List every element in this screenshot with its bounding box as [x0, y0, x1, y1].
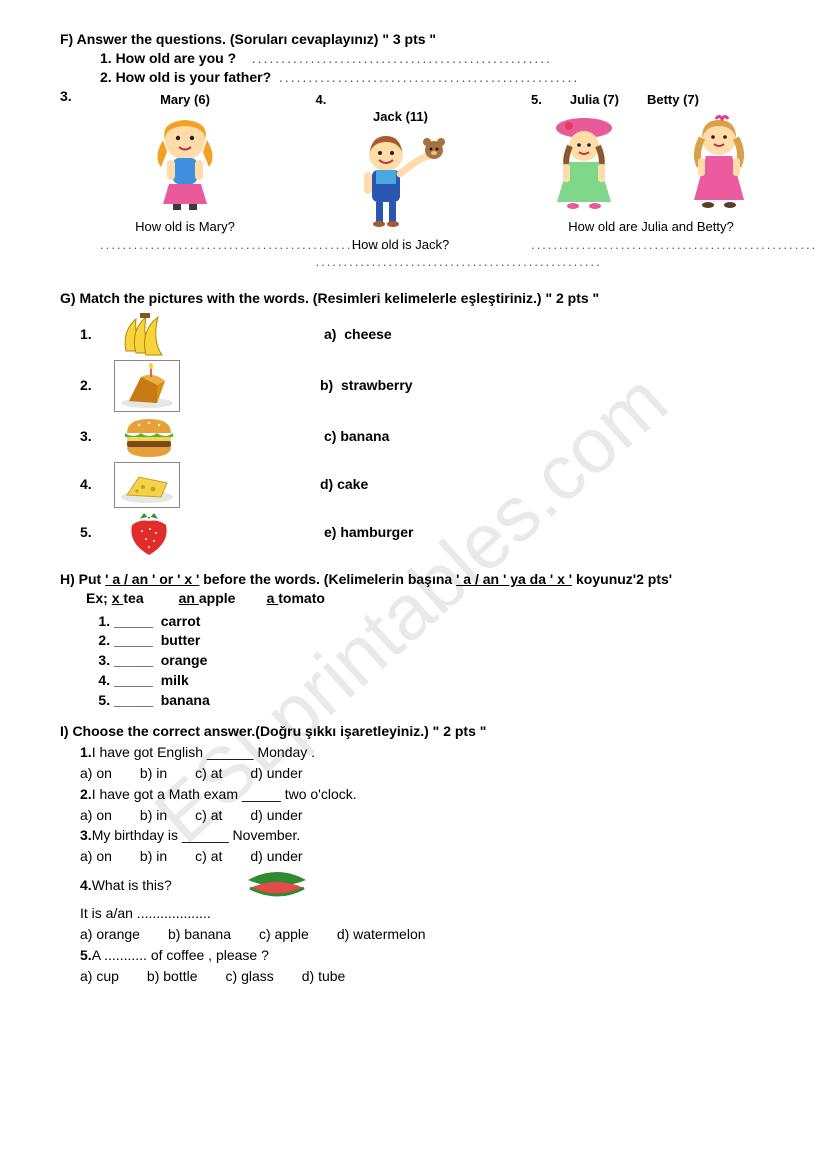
match-row-1: 1. a) cheese [80, 312, 771, 358]
f-num-4: 4. [316, 91, 327, 109]
section-h-heading: H) Put ' a / an ' or ' x ' before the wo… [60, 570, 771, 589]
mary-answer-line[interactable]: ........................................… [100, 236, 270, 254]
h-example: Ex; x tea an apple a tomato [86, 589, 771, 608]
match-row-5: 5. e) hamburger [80, 510, 771, 556]
i-q3: 3.My birthday is ______ November. [80, 826, 771, 845]
julia-label: Julia (7) [570, 91, 619, 109]
section-i: I) Choose the correct answer.(Doğru şıkk… [60, 722, 771, 986]
mary-icon [145, 112, 225, 212]
f-num-3: 3. [60, 87, 100, 106]
g-opt-a: a) cheese [324, 325, 392, 344]
mary-label: Mary (6) [100, 91, 270, 109]
i-q4: 4.What is this? [80, 868, 771, 902]
section-g-heading: G) Match the pictures with the words. (R… [60, 289, 771, 308]
section-i-heading: I) Choose the correct answer.(Doğru şıkk… [60, 722, 771, 741]
f-q2: 2. How old is your father? .............… [100, 68, 771, 87]
g-num-1: 1. [80, 325, 114, 344]
julia-icon [539, 112, 629, 212]
section-f-heading: F) Answer the questions. (Soruları cevap… [60, 30, 771, 49]
cheese-icon [114, 462, 180, 508]
mary-question: How old is Mary? [100, 218, 270, 236]
h-word-3[interactable]: _____ orange [114, 651, 771, 670]
banana-icon [114, 312, 184, 358]
jack-label: Jack (11) [316, 108, 486, 126]
i-q4-sub: It is a/an ................... [80, 904, 771, 923]
h-word-4[interactable]: _____ milk [114, 671, 771, 690]
char-jack: 4. Jack (11) [316, 91, 486, 271]
hamburger-icon [114, 414, 184, 460]
i-q5-opts[interactable]: a) cupb) bottlec) glassd) tube [80, 967, 771, 986]
g-num-5: 5. [80, 523, 114, 542]
section-h: H) Put ' a / an ' or ' x ' before the wo… [60, 570, 771, 710]
char-mary: Mary (6) [100, 91, 270, 271]
h-word-5[interactable]: _____ banana [114, 691, 771, 710]
char-julia-betty: 5. Julia (7) Betty (7) [531, 91, 771, 271]
jack-icon [346, 130, 456, 230]
match-row-3: 3. c) banana [80, 414, 771, 460]
g-opt-d: d) cake [320, 475, 368, 494]
match-row-4: 4. d) cake [80, 462, 771, 508]
i-q3-opts[interactable]: a) onb) inc) atd) under [80, 847, 771, 866]
g-opt-e: e) hamburger [324, 523, 413, 542]
i-q2-opts[interactable]: a) onb) inc) atd) under [80, 806, 771, 825]
watermelon-icon [242, 868, 312, 902]
i-q4-opts[interactable]: a) orangeb) bananac) appled) watermelon [80, 925, 771, 944]
g-num-3: 3. [80, 427, 114, 446]
section-g: G) Match the pictures with the words. (R… [60, 289, 771, 556]
match-row-2: 2. b) strawberry [80, 360, 771, 412]
h-word-1[interactable]: _____ carrot [114, 612, 771, 631]
jack-answer-line[interactable]: ........................................… [316, 253, 486, 271]
i-q5: 5.A ........... of coffee , please ? [80, 946, 771, 965]
cake-icon [114, 360, 180, 412]
g-opt-c: c) banana [324, 427, 389, 446]
betty-icon [674, 112, 764, 212]
jack-question: How old is Jack? [316, 236, 486, 254]
betty-label: Betty (7) [647, 91, 699, 109]
julia-betty-question: How old are Julia and Betty? [531, 218, 771, 236]
julia-betty-answer-line[interactable]: ........................................… [531, 236, 771, 254]
f-num-5: 5. [531, 91, 542, 109]
f-q1: 1. How old are you ? ...................… [100, 49, 771, 68]
i-q1-opts[interactable]: a) onb) inc) atd) under [80, 764, 771, 783]
g-num-2: 2. [80, 376, 114, 395]
section-f: F) Answer the questions. (Soruları cevap… [60, 30, 771, 271]
g-opt-b: b) strawberry [320, 376, 413, 395]
i-q2: 2.I have got a Math exam _____ two o'clo… [80, 785, 771, 804]
strawberry-icon [114, 510, 184, 556]
g-num-4: 4. [80, 475, 114, 494]
h-word-2[interactable]: _____ butter [114, 631, 771, 650]
i-q1: 1.I have got English ______ Monday . [80, 743, 771, 762]
h-word-list: _____ carrot _____ butter _____ orange _… [114, 612, 771, 710]
